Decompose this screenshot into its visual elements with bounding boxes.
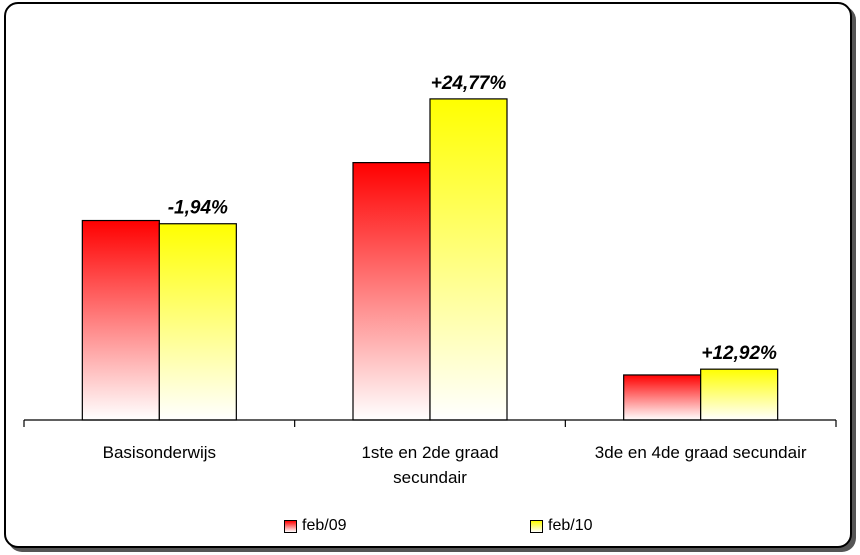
bar-feb-10-3 — [700, 368, 779, 421]
bar-feb-09-3 — [623, 374, 702, 421]
category-label-1: Basisonderwijs — [103, 443, 216, 462]
bar-feb-10-2 — [429, 98, 508, 421]
data-label-3: +12,92% — [701, 343, 777, 364]
data-label-1: -1,94% — [168, 198, 228, 219]
category-label-3: 3de en 4de graad secundair — [595, 443, 807, 462]
legend-swatch-feb-09 — [284, 519, 297, 533]
bar-feb-09-2 — [352, 162, 431, 421]
bar-feb-10-1 — [158, 223, 237, 421]
legend-item-feb-10: feb/10 — [530, 517, 592, 535]
legend-swatch-feb-10 — [530, 519, 543, 533]
legend-label-feb-09: feb/09 — [302, 517, 347, 534]
legend-label-feb-10: feb/10 — [548, 517, 593, 534]
category-label-2-line-1: 1ste en 2de graad — [361, 443, 498, 462]
category-label-2-line-2: secundair — [393, 468, 467, 487]
legend-item-feb-09: feb/09 — [284, 517, 346, 535]
data-label-2: +24,77% — [431, 73, 507, 94]
bar-feb-09-1 — [81, 219, 160, 421]
